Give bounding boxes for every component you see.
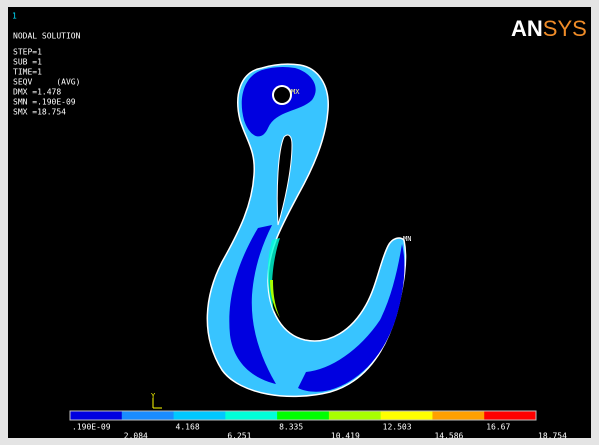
legend-label: 14.586 bbox=[434, 432, 463, 441]
info-line: TIME=1 bbox=[13, 68, 42, 77]
hook-model bbox=[206, 63, 407, 398]
legend-label: 10.419 bbox=[331, 432, 360, 441]
legend-swatch bbox=[173, 411, 226, 420]
axis-label: Y bbox=[151, 392, 156, 400]
hook-outline bbox=[206, 63, 407, 398]
legend-swatch bbox=[380, 411, 433, 420]
legend-label: 2.084 bbox=[124, 432, 148, 441]
logo-right: SYS bbox=[543, 16, 587, 41]
legend-label: 18.754 bbox=[538, 432, 567, 441]
info-line: STEP=1 bbox=[13, 48, 42, 57]
slot bbox=[276, 134, 293, 226]
legend: .190E-09 2.084 4.168 6.251 8.335 10.419 12.503… bbox=[69, 410, 567, 441]
max-marker: MX bbox=[291, 88, 300, 96]
legend-swatch bbox=[328, 411, 382, 420]
window-number: 1 bbox=[12, 12, 17, 21]
legend-label: 4.168 bbox=[176, 423, 200, 432]
logo: ANSYS bbox=[511, 16, 587, 41]
info-line: SEQV (AVG) bbox=[13, 78, 80, 87]
legend-swatch bbox=[225, 411, 278, 420]
stress-band bbox=[270, 280, 280, 318]
legend-border bbox=[69, 410, 537, 421]
legend-label: 16.67 bbox=[486, 423, 510, 432]
stress-band bbox=[267, 238, 280, 312]
plot-title: NODAL SOLUTION bbox=[13, 32, 81, 41]
dark-region bbox=[229, 225, 276, 384]
logo-left: AN bbox=[511, 16, 543, 41]
info-line: DMX =1.478 bbox=[13, 88, 61, 97]
eye-hole bbox=[274, 87, 290, 103]
axis-triad: Y bbox=[151, 392, 162, 409]
info-line: SUB =1 bbox=[13, 58, 42, 67]
legend-label: .190E-09 bbox=[72, 423, 111, 432]
legend-swatch bbox=[70, 411, 123, 420]
legend-swatch bbox=[277, 411, 330, 420]
dark-region bbox=[298, 244, 405, 392]
min-marker: MN bbox=[403, 235, 411, 243]
legend-label: 12.503 bbox=[383, 423, 412, 432]
info-line: SMN =.190E-09 bbox=[13, 98, 76, 107]
legend-label: 6.251 bbox=[227, 432, 251, 441]
info-line: SMX =18.754 bbox=[13, 108, 66, 117]
legend-swatch bbox=[121, 411, 175, 420]
legend-label: 8.335 bbox=[279, 423, 303, 432]
legend-swatch bbox=[484, 411, 537, 420]
legend-swatch bbox=[432, 411, 485, 420]
